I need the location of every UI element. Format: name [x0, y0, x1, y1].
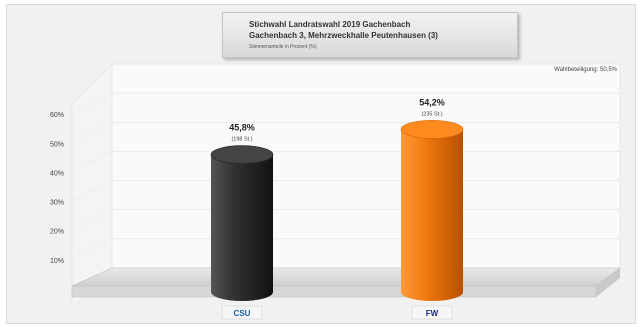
grid-line-side	[71, 238, 113, 260]
bar-bottom	[401, 283, 463, 301]
bar-bottom	[211, 283, 273, 301]
y-tick-label: 10%	[50, 258, 64, 265]
category-logo	[411, 305, 453, 320]
bar-value-label: 45,8%	[229, 123, 255, 133]
bar-votes-label: (198 St.)	[231, 137, 252, 143]
grid-line-side	[71, 122, 113, 143]
bar-value-label: 54,2%	[419, 97, 445, 107]
y-tick-label: 40%	[50, 170, 64, 177]
bar	[401, 129, 463, 292]
y-tick-label: 60%	[50, 112, 64, 119]
chart-title-line1: Stichwahl Landratswahl 2019 Gachenbach	[249, 20, 411, 29]
category-logo	[221, 305, 263, 320]
grid-line-side	[71, 151, 113, 172]
bar	[211, 154, 273, 292]
chart-title-box: Stichwahl Landratswahl 2019 Gachenbach G…	[222, 12, 518, 58]
y-tick-label: 50%	[50, 141, 64, 148]
grid-line-side	[71, 180, 113, 201]
y-tick-label: 30%	[50, 200, 64, 207]
chart-subtitle: Stimmenanteile in Prozent (%)	[249, 44, 317, 50]
grid-line-side	[71, 209, 113, 230]
bar-top	[400, 120, 464, 139]
chart-back-wall	[111, 63, 621, 269]
chart-floor-front	[71, 285, 597, 298]
category-label: FW	[426, 309, 439, 318]
turnout-label: Wahlbeteiligung: 50,5%	[554, 67, 617, 73]
bar-top	[210, 145, 274, 164]
chart-floor-edge	[596, 268, 620, 297]
category-label: CSU	[234, 309, 251, 318]
y-tick-label: 20%	[50, 229, 64, 236]
chart-floor	[71, 267, 621, 287]
bar-votes-label: (235 St.)	[421, 111, 442, 117]
chart-title-line2: Gachenbach 3, Mehrzweckhalle Peutenhause…	[249, 31, 438, 40]
grid-line-side	[71, 92, 113, 114]
